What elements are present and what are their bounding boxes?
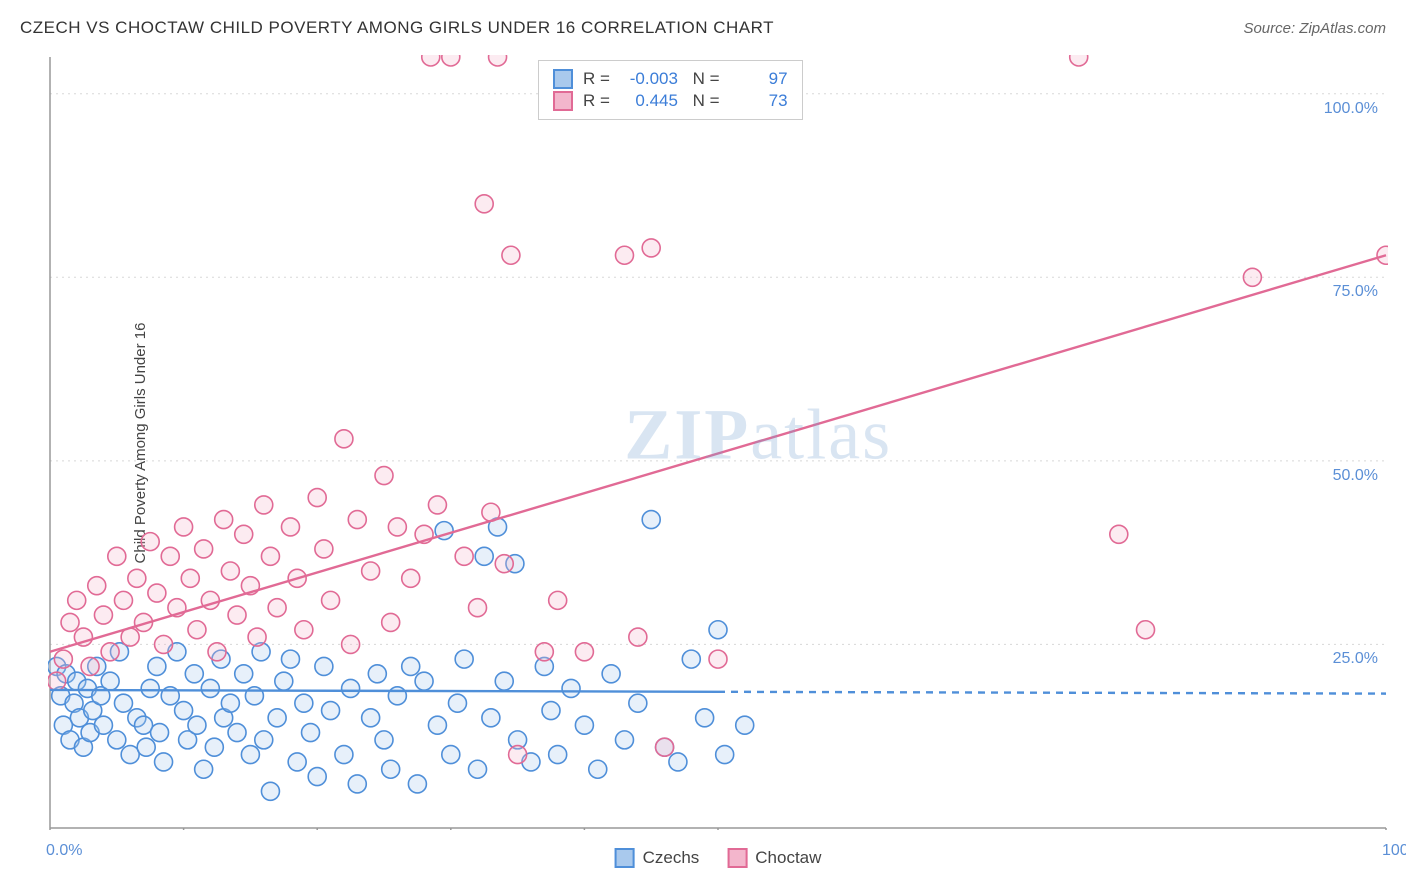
chart-area: Child Poverty Among Girls Under 16 ZIPat…: [48, 55, 1388, 830]
y-tick-label: 100.0%: [1318, 100, 1378, 118]
x-tick-label: 100.0%: [1382, 842, 1406, 860]
swatch-choctaw: [553, 91, 573, 111]
y-tick-label: 25.0%: [1318, 650, 1378, 668]
legend-item-czechs: Czechs: [615, 848, 700, 868]
legend-item-choctaw: Choctaw: [727, 848, 821, 868]
correlation-legend: R =-0.003 N =97 R =0.445 N =73: [538, 60, 803, 120]
series-legend: Czechs Choctaw: [615, 848, 822, 868]
swatch-choctaw: [727, 848, 747, 868]
swatch-czechs: [553, 69, 573, 89]
legend-label: Choctaw: [755, 848, 821, 868]
y-tick-label: 75.0%: [1318, 283, 1378, 301]
legend-row-choctaw: R =0.445 N =73: [553, 91, 788, 111]
x-tick-label: 0.0%: [46, 842, 82, 860]
legend-label: Czechs: [643, 848, 700, 868]
chart-title: CZECH VS CHOCTAW CHILD POVERTY AMONG GIR…: [20, 18, 774, 38]
y-tick-label: 50.0%: [1318, 467, 1378, 485]
source-attribution: Source: ZipAtlas.com: [1243, 20, 1386, 37]
scatter-plot: [48, 55, 1388, 830]
swatch-czechs: [615, 848, 635, 868]
legend-row-czechs: R =-0.003 N =97: [553, 69, 788, 89]
